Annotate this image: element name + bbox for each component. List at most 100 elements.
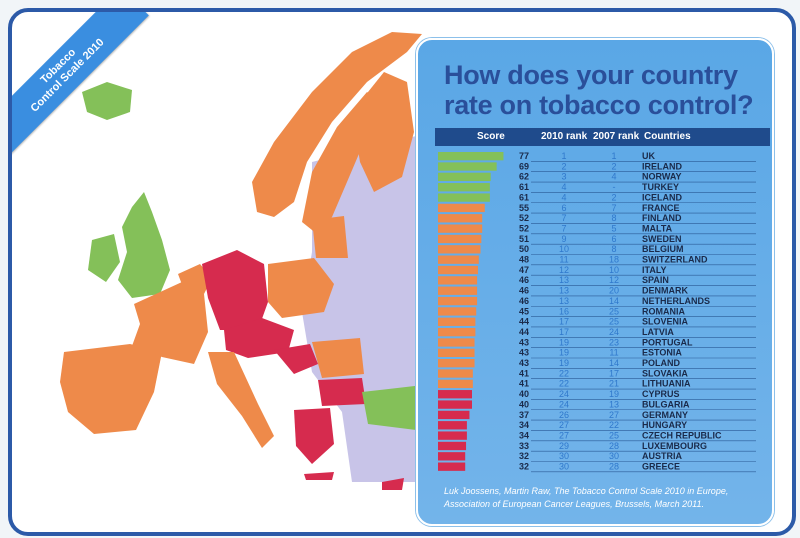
iceland-shape [82, 82, 132, 120]
country-label: SWEDEN [642, 234, 682, 244]
rank-2010-label: 10 [559, 244, 569, 254]
poland-shape [268, 258, 334, 318]
rank-2010-label: 3 [561, 172, 566, 182]
country-label: IRELAND [642, 161, 682, 171]
score-label: 52 [519, 213, 529, 223]
source-line1: Luk Joossens, Martin Raw, The Tobacco Co… [444, 486, 729, 496]
rank-2007-label: 20 [609, 286, 619, 296]
rank-2007-label: 17 [609, 368, 619, 378]
country-label: FRANCE [642, 203, 680, 213]
score-label: 34 [519, 420, 529, 430]
country-label: CYPRUS [642, 389, 680, 399]
score-label: 37 [519, 410, 529, 420]
rank-2010-label: 22 [559, 379, 569, 389]
score-label: 69 [519, 161, 529, 171]
country-label: LUXEMBOURG [642, 441, 707, 451]
score-bar [438, 203, 485, 213]
header-rank-2007: 2007 rank [593, 131, 640, 142]
rank-2010-label: 27 [559, 420, 569, 430]
title-line2: rate on tobacco control? [444, 90, 754, 120]
country-label: ITALY [642, 265, 667, 275]
germany-shape [202, 250, 268, 330]
rank-2010-label: 7 [561, 223, 566, 233]
score-label: 43 [519, 358, 529, 368]
uk-shape [118, 192, 170, 298]
score-bar [438, 441, 467, 451]
score-bar [438, 245, 481, 254]
turkey-shape [362, 384, 432, 432]
score-bar [438, 348, 475, 357]
score-bar [438, 359, 475, 368]
country-label: SLOVENIA [642, 317, 689, 327]
score-label: 46 [519, 286, 529, 296]
rank-2010-label: 13 [559, 296, 569, 306]
italy-shape [208, 352, 274, 448]
rank-2007-label: 28 [609, 462, 619, 472]
country-label: ROMANIA [642, 306, 685, 316]
source-citation: Luk Joossens, Martin Raw, The Tobacco Co… [444, 485, 764, 511]
rank-2007-label: 6 [611, 234, 616, 244]
country-label: LATVIA [642, 327, 674, 337]
country-label: UK [642, 151, 655, 161]
finland-shape [352, 72, 414, 192]
score-label: 51 [519, 234, 529, 244]
score-label: 32 [519, 451, 529, 461]
score-label: 41 [519, 368, 529, 378]
score-bar [438, 338, 475, 347]
country-label: FINLAND [642, 213, 682, 223]
country-label: ICELAND [642, 192, 682, 202]
rank-2007-label: 19 [609, 389, 619, 399]
rank-2010-label: 24 [559, 399, 569, 409]
header-score: Score [477, 131, 505, 142]
score-bar [438, 327, 476, 337]
rank-2007-label: 22 [609, 420, 619, 430]
score-label: 46 [519, 296, 529, 306]
cyprus-shape [382, 478, 404, 490]
source-line2: Association of European Cancer Leagues, … [444, 499, 704, 509]
country-label: DENMARK [642, 286, 688, 296]
rank-2010-label: 29 [559, 441, 569, 451]
score-label: 50 [519, 244, 529, 254]
score-bar [438, 286, 478, 295]
score-label: 52 [519, 223, 529, 233]
score-label: 48 [519, 255, 529, 265]
norway-shape [252, 32, 422, 217]
rank-2007-label: 27 [609, 410, 619, 420]
country-label: HUNGARY [642, 420, 687, 430]
score-bar [438, 152, 504, 161]
country-label: SLOVAKIA [642, 368, 688, 378]
score-bar [438, 234, 482, 244]
score-label: 40 [519, 399, 529, 409]
rank-2010-label: 19 [559, 337, 569, 347]
rank-2007-label: 5 [611, 223, 616, 233]
country-label: CZECH REPUBLIC [642, 430, 722, 440]
score-bar [438, 400, 472, 409]
score-bar [438, 183, 490, 192]
score-bar [438, 410, 470, 420]
country-shapes [60, 32, 432, 490]
table-header: Score 2010 rank 2007 rank Countries [435, 128, 770, 146]
rank-2007-label: 10 [609, 265, 619, 275]
czech-austria-shape [224, 318, 294, 358]
romania-shape [312, 338, 364, 378]
rank-2007-label: 28 [609, 441, 619, 451]
score-label: 47 [519, 265, 529, 275]
score-bar [438, 172, 491, 182]
rank-2010-label: 17 [559, 317, 569, 327]
rank-2007-label: 21 [609, 379, 619, 389]
rank-2007-label: 8 [611, 213, 616, 223]
score-bar [438, 193, 490, 202]
country-label: POLAND [642, 358, 681, 368]
score-label: 43 [519, 337, 529, 347]
rank-2007-label: 14 [609, 296, 619, 306]
rank-2007-label: 4 [611, 172, 616, 182]
rank-2010-label: 13 [559, 286, 569, 296]
score-bar [438, 296, 478, 306]
rank-2010-label: 19 [559, 348, 569, 358]
country-label: BULGARIA [642, 399, 690, 409]
rank-2007-label: - [613, 182, 616, 192]
rank-2010-label: 26 [559, 410, 569, 420]
rank-2010-label: 30 [559, 451, 569, 461]
ireland-shape [88, 234, 120, 282]
score-label: 32 [519, 462, 529, 472]
